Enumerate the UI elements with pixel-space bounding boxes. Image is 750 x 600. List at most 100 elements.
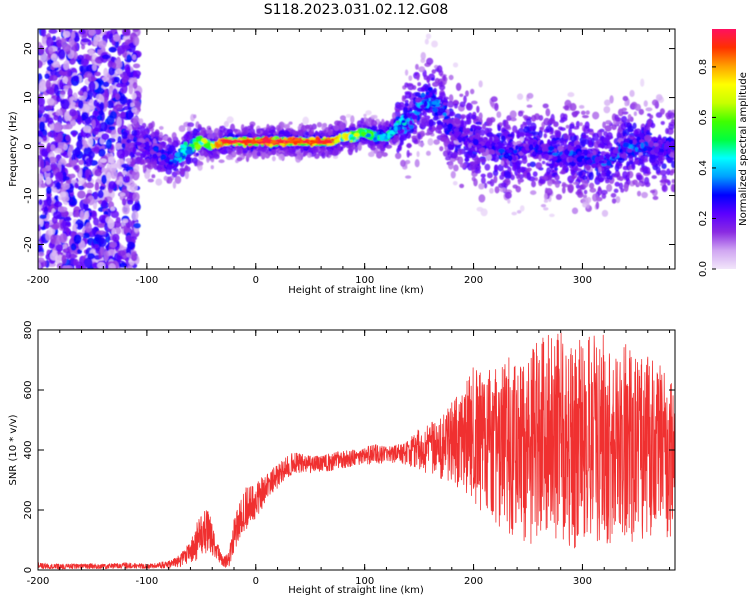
spectrogram-cell: [415, 63, 419, 70]
spectrogram-cell: [74, 210, 80, 218]
spectrogram-cell: [106, 115, 115, 126]
spectrogram-cell: [507, 133, 514, 138]
spectrogram-cell: [514, 167, 518, 176]
spectrogram-cell: [448, 162, 454, 170]
spectrogram-cell: [453, 164, 459, 172]
spectrogram-cell: [406, 142, 412, 149]
spectrogram-cell: [52, 35, 57, 41]
spectrogram-cell: [375, 151, 383, 159]
spectrogram-cell: [522, 115, 529, 119]
spectrogram-cell: [77, 54, 85, 61]
spectrogram-cell: [526, 104, 533, 108]
spectrogram-cell: [88, 151, 95, 159]
spectrogram-cell: [48, 29, 58, 34]
spectrogram-cell: [400, 159, 406, 167]
spectrogram-cell: [400, 134, 407, 139]
spectrogram-cell: [457, 148, 463, 156]
spectrogram-cell: [108, 125, 116, 131]
spectrogram-cell: [525, 118, 532, 126]
spectrogram-cell: [442, 74, 447, 82]
spectrogram-cell: [559, 127, 566, 131]
spectrogram-cell: [101, 174, 108, 185]
spectrogram-cell: [38, 257, 45, 263]
spectrogram-cell: [412, 85, 417, 90]
spectrogram-cell: [236, 157, 243, 162]
spectrogram-image: [38, 29, 675, 269]
spectrogram-cell: [65, 179, 72, 185]
spectrogram-cell: [38, 173, 44, 182]
spectrogram-cell: [597, 196, 602, 201]
spectrogram-cell: [119, 95, 128, 105]
spectrogram-cell: [626, 171, 631, 177]
spectrogram-cell: [486, 180, 493, 185]
spectrogram-cell: [512, 184, 518, 189]
spectrogram-cell: [652, 195, 659, 201]
spectrogram-cell: [53, 201, 63, 208]
spectrogram-cell: [455, 82, 462, 91]
spectrogram-cell: [582, 194, 588, 198]
spectrogram-cell: [612, 174, 620, 178]
spectrogram-cell: [101, 54, 111, 60]
spectrogram-cell: [448, 94, 454, 103]
spectrogram-cell: [605, 120, 612, 125]
spectrogram-cell: [61, 211, 69, 217]
spectrogram-cell: [50, 53, 58, 62]
spectrogram-cell: [121, 131, 129, 140]
spectrogram-cell: [71, 148, 81, 156]
spectrogram-cell: [452, 62, 459, 68]
spectrogram-cell: [613, 188, 619, 194]
spectrogram-cell: [549, 168, 555, 173]
spectrogram-cell: [41, 34, 47, 45]
spectrogram-cell: [584, 121, 590, 129]
spectrogram-cell: [76, 115, 83, 125]
spectrogram-cell: [218, 159, 225, 164]
spectrogram-cell: [459, 93, 464, 97]
spectrogram-cell: [567, 183, 574, 192]
spectrogram-cell: [582, 115, 589, 119]
spectrogram-cell: [614, 181, 620, 187]
spectrogram-cell: [108, 263, 116, 269]
spectrogram-cell: [246, 152, 253, 158]
spectrogram-cell: [634, 103, 642, 112]
spectrogram-cell: [105, 139, 113, 150]
spectrogram-cell: [154, 130, 160, 138]
spectrogram-cell: [579, 122, 583, 127]
spectrogram-cell: [38, 44, 45, 56]
spectrogram-cell: [568, 132, 576, 137]
spectrogram-cell: [127, 124, 132, 130]
spectrogram-cell: [99, 185, 106, 191]
spectrogram-cell: [134, 124, 140, 128]
spectrogram-cell: [427, 86, 433, 92]
spectrogram-cell: [348, 141, 355, 148]
spectrogram-cell: [517, 132, 525, 139]
spectrogram-cell: [629, 160, 634, 165]
spectrogram-cell: [480, 176, 486, 185]
spectrogram-cell: [479, 158, 487, 163]
spectrogram-cell: [561, 186, 566, 194]
spectrogram-cell: [38, 228, 42, 240]
spectrogram-cell: [634, 157, 638, 161]
spectrogram-cell: [661, 184, 668, 193]
spectrogram-cell: [459, 120, 467, 129]
spectrogram-cell: [479, 129, 485, 137]
spectrogram-cell: [665, 127, 669, 135]
spectrogram-cell: [298, 129, 304, 138]
spectrogram-cell: [74, 182, 79, 189]
spectrogram-cell: [372, 114, 378, 119]
spectrogram-cell: [62, 244, 68, 249]
spectrogram-cell: [288, 121, 293, 125]
spectrogram-cell: [98, 148, 106, 157]
spectrogram-cell: [77, 190, 86, 199]
spectrogram-cell: [59, 191, 67, 198]
spectrogram-cell: [104, 91, 109, 98]
spectrogram-cell: [38, 59, 43, 69]
spectrogram-cell: [522, 121, 527, 126]
spectrogram-cell: [82, 125, 92, 133]
spectrogram-cell: [526, 162, 531, 168]
spectrogram-cell: [651, 175, 657, 179]
spectrogram-cell: [38, 81, 48, 92]
spectrogram-cell: [77, 181, 85, 186]
spectrogram-cell: [641, 191, 648, 199]
spectrogram-cell: [595, 201, 600, 210]
